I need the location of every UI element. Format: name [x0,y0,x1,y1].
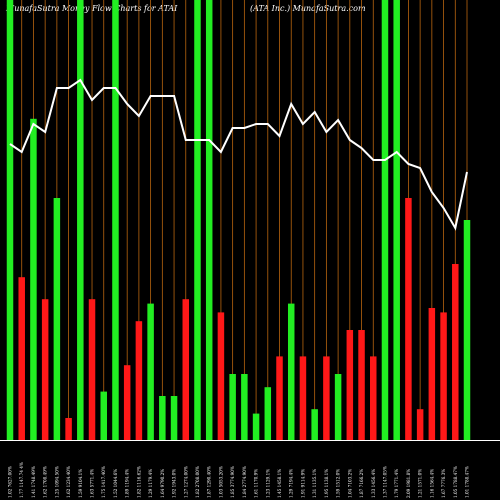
x-tick-label: 1.61 1170.9% [254,469,259,498]
money-flow-bar [6,0,14,440]
money-flow-bar [18,277,25,440]
x-tick-label: 1.25 1094.50% [54,466,59,498]
money-flow-bar [30,118,37,441]
money-flow-bar [229,374,236,440]
x-tick-label: 1.29 7194.4% [289,469,294,498]
money-flow-bar [440,312,447,440]
x-tick-label: 1.03 5053.20% [218,466,223,498]
money-flow-bar [346,330,354,440]
money-flow-bar [381,0,389,440]
money-flow-bars [6,0,471,441]
x-tick-label: 1.23 1129.1% [265,469,270,498]
money-flow-bar [159,396,166,440]
x-tick-label: 1.02 7627.00% [8,466,13,498]
x-tick-label: 1.95 1138.1% [324,469,329,498]
x-tick-label: 1.04 7103.2% [347,469,352,498]
x-tick-label: 1.92 1943.0% [172,469,177,498]
money-flow-bar [147,303,154,440]
x-tick-label: 1.64 9790.2% [160,469,165,498]
x-tick-label: 1.27 1274.00% [183,466,188,498]
money-flow-bar [41,299,49,440]
x-tick-label: 1.84 2774.90% [242,466,247,498]
x-tick-label: 1.59 1512.0% [336,469,341,498]
chart-title-left: MunafaSutra Money Flow Charts for ATAI [5,4,178,13]
money-flow-bar [123,365,131,440]
money-flow-line [9,78,468,231]
money-flow-bar [416,409,424,440]
x-tick-label: 1.87 1290.40% [207,466,212,498]
money-flow-bar [428,308,436,440]
money-flow-bar [252,413,260,440]
money-flow-bar [311,409,318,440]
money-flow-bar [194,0,201,440]
x-tick-label: 1.79 1771.4% [394,469,399,498]
x-tick-label: 1.37 1147.05% [382,466,387,498]
x-tick-label: 1.77 1147.74 4% [19,462,24,498]
money-flow-bar [100,391,107,440]
x-axis-labels: 1.02 7627.00% 1.77 1147.74 4% 1.41 1748.49… [8,462,470,498]
money-flow-bar [241,374,248,440]
money-flow-bar [299,356,307,440]
money-flow-bar [405,198,412,440]
x-tick-label: 1.63 5771.4% [90,469,95,498]
x-tick-label: 1.62 1234.40% [66,466,71,498]
money-flow-bar [217,312,225,440]
money-flow-bar [182,299,190,440]
money-flow-bar [170,396,178,440]
money-flow-bar [77,0,84,440]
chart-title-right: (ATA Inc.) MunafaSutra.com [250,4,366,13]
x-tick-label: 1.59 9104.1% [78,469,83,498]
x-tick-label: 1.87 7166.2% [359,469,364,498]
x-tick-label: 1.45 1458.1% [277,469,282,498]
money-flow-bar [393,0,400,440]
x-tick-label: 1.29 1179.4% [148,469,153,498]
x-tick-label: 1.05 1788.47% [453,466,458,498]
money-flow-bar [358,330,365,440]
money-flow-bar [334,374,342,440]
x-tick-label: 1.82 2708.00% [195,466,200,498]
x-tick-label: 1.21 1571.0% [418,469,423,498]
money-flow-bar [463,220,471,440]
x-tick-label: 1.01 1788.47% [465,466,470,498]
x-tick-label: 1.41 1748.49% [31,466,36,498]
x-tick-label: 1.75 1417.40% [101,466,106,498]
money-flow-bar [53,198,61,440]
money-flow-bar [205,0,213,440]
money-flow-bar [452,264,459,440]
money-flow-bar [276,356,283,440]
x-tick-label: 1.89 1194.4% [125,469,130,498]
money-flow-bar [65,418,72,440]
x-tick-label: 1.91 9114.9% [300,469,305,498]
money-flow-bar [287,303,295,440]
money-flow-bar [112,0,119,440]
x-tick-label: 1.67 7776.3% [441,469,446,498]
x-tick-label: 1.82 1116.62% [136,466,141,498]
x-tick-label: 1.16 1564.4% [429,469,434,498]
money-flow-bar [264,387,272,440]
x-tick-label: 1.31 1135.1% [312,469,317,498]
money-flow-bar [88,299,96,440]
money-flow-bar [370,356,377,440]
x-tick-label: 1.62 1708.49% [43,466,48,498]
x-tick-label: 2.09 1981.8% [406,469,411,498]
x-tick-label: 1.85 3774.90% [230,466,235,498]
money-flow-bar [135,321,143,440]
x-tick-label: 1.52 1044.6% [113,469,118,498]
x-tick-label: 1.33 1456.4% [371,469,376,498]
money-flow-bar [323,356,330,440]
